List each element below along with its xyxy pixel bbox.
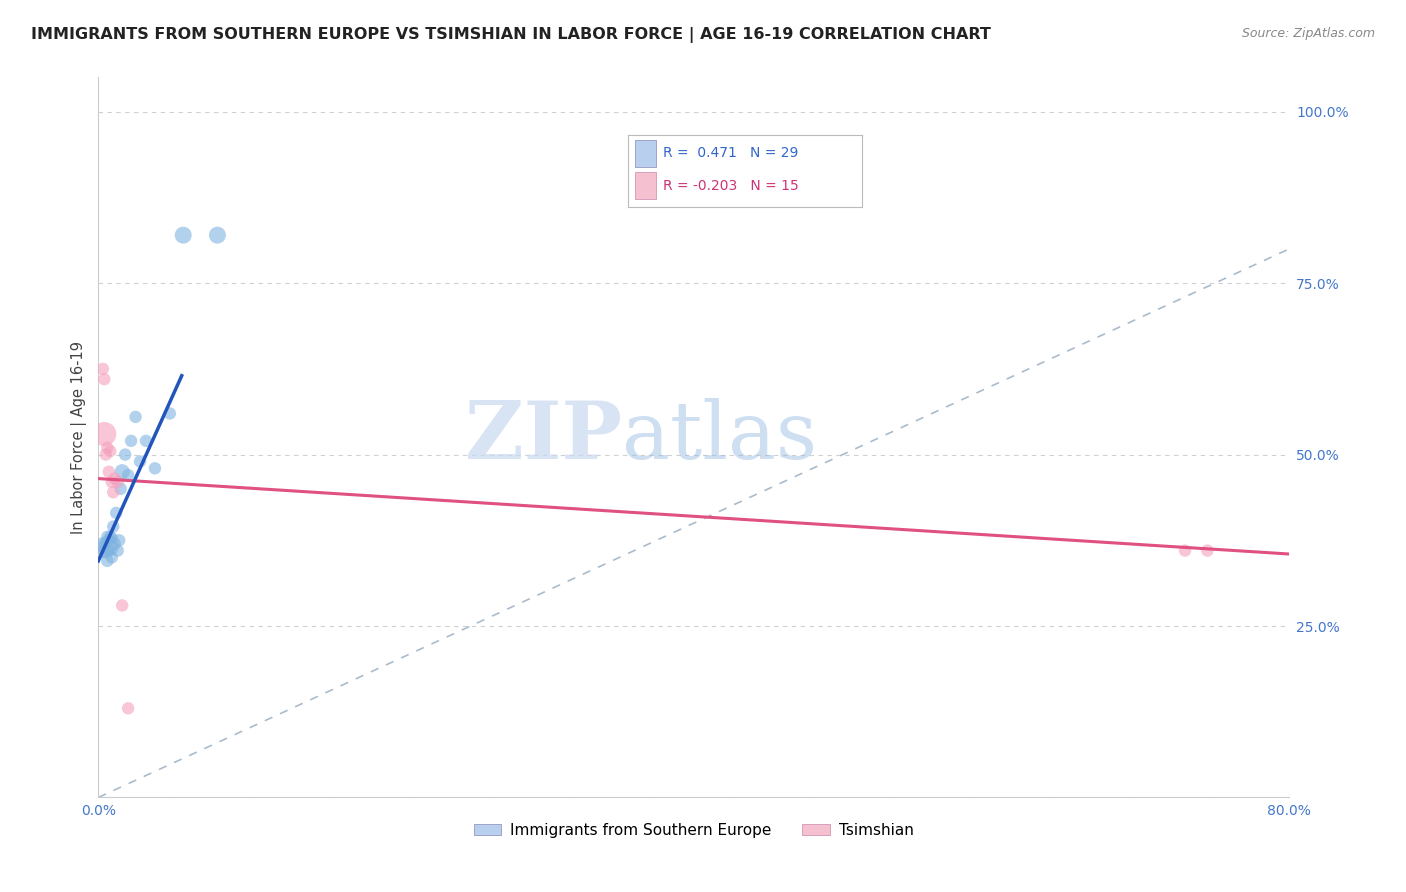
Point: [98, 444, 121, 458]
Point: [108, 533, 131, 548]
Point: [107, 543, 129, 558]
Point: [104, 537, 127, 551]
Point: [93, 372, 115, 386]
Text: ZIP: ZIP: [465, 399, 623, 476]
Point: [1197, 543, 1219, 558]
Text: Source: ZipAtlas.com: Source: ZipAtlas.com: [1241, 27, 1375, 40]
Point: [159, 407, 181, 421]
Point: [107, 475, 129, 489]
Point: [96, 441, 118, 455]
Point: [94, 535, 117, 549]
Bar: [636, 172, 657, 200]
Point: [94, 448, 117, 462]
Point: [104, 472, 127, 486]
Text: R =  0.471   N = 29: R = 0.471 N = 29: [664, 146, 799, 161]
Point: [97, 465, 120, 479]
Point: [100, 531, 122, 545]
Point: [117, 468, 139, 483]
Point: [111, 599, 134, 613]
Point: [91, 540, 114, 554]
Point: [207, 228, 229, 243]
Point: [103, 519, 125, 533]
Point: [98, 540, 121, 554]
Point: [172, 228, 194, 243]
Point: [117, 701, 139, 715]
Point: [97, 543, 120, 558]
Text: atlas: atlas: [623, 399, 817, 476]
Point: [103, 485, 125, 500]
Point: [90, 537, 112, 551]
Point: [98, 530, 121, 544]
Point: [111, 465, 134, 479]
Point: [94, 543, 117, 558]
Point: [120, 434, 142, 448]
Y-axis label: In Labor Force | Age 16-19: In Labor Force | Age 16-19: [72, 341, 87, 534]
Point: [124, 409, 146, 424]
Point: [129, 454, 152, 468]
Point: [114, 448, 136, 462]
Bar: [636, 139, 657, 167]
Point: [93, 427, 115, 442]
Point: [100, 475, 122, 489]
Point: [96, 530, 118, 544]
Point: [1174, 543, 1197, 558]
Point: [105, 506, 128, 520]
Point: [96, 554, 118, 568]
Point: [110, 482, 132, 496]
Point: [91, 362, 114, 376]
Text: IMMIGRANTS FROM SOUTHERN EUROPE VS TSIMSHIAN IN LABOR FORCE | AGE 16-19 CORRELAT: IMMIGRANTS FROM SOUTHERN EUROPE VS TSIMS…: [31, 27, 991, 43]
Point: [143, 461, 166, 475]
Point: [100, 550, 122, 565]
Point: [93, 545, 115, 559]
Legend: Immigrants from Southern Europe, Tsimshian: Immigrants from Southern Europe, Tsimshi…: [468, 816, 920, 844]
Point: [135, 434, 157, 448]
Text: R = -0.203   N = 15: R = -0.203 N = 15: [664, 178, 799, 193]
Point: [97, 533, 120, 548]
